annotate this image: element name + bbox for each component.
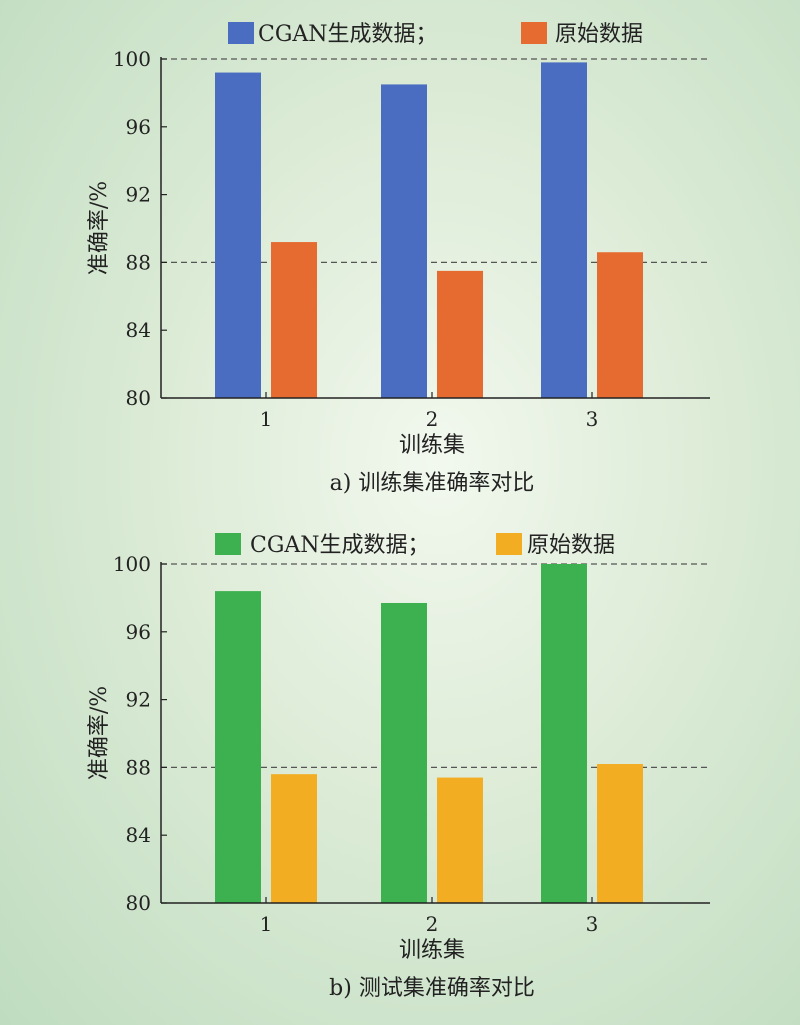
chart-a: CGAN生成数据； 原始数据 80 84 88 92 96 100 1 2 3 准确率/% 训练… <box>87 22 710 496</box>
chart-b-y-tick-label: 84 <box>126 823 151 847</box>
chart-b-plot: 80 84 88 92 96 100 1 2 3 <box>113 552 710 936</box>
chart-b-legend-swatch-1 <box>215 533 241 555</box>
chart-a-y-tick-label: 88 <box>126 250 151 274</box>
chart-b-bar-s2-c2 <box>437 777 483 903</box>
chart-a-legend-swatch-1 <box>228 22 254 44</box>
chart-b-y-tick-label: 88 <box>126 755 151 779</box>
chart-b-ylabel: 准确率/% <box>87 686 112 780</box>
chart-b: CGAN生成数据； 原始数据 80 84 88 92 96 100 1 2 3 准确率/% 训练… <box>87 533 710 1001</box>
chart-b-legend-label-1: CGAN生成数据； <box>250 533 430 558</box>
chart-b-y-tick-label: 92 <box>126 688 151 712</box>
chart-b-x-tick-label: 3 <box>586 912 599 936</box>
chart-b-bar-s2-c3 <box>597 764 643 903</box>
chart-b-x-tick-label: 1 <box>260 912 273 936</box>
chart-a-bar-s2-c2 <box>437 270 483 398</box>
chart-b-bar-s1-c3 <box>541 564 587 903</box>
chart-a-y-tick-label: 84 <box>126 318 151 342</box>
chart-b-y-tick-label: 96 <box>126 620 151 644</box>
chart-a-caption: a) 训练集准确率对比 <box>330 471 535 496</box>
chart-a-bar-s1-c2 <box>381 84 427 399</box>
chart-b-legend-label-2: 原始数据 <box>527 533 615 558</box>
chart-b-bar-s1-c2 <box>381 602 427 903</box>
chart-a-x-tick-label: 1 <box>260 407 273 431</box>
chart-b-caption: b) 测试集准确率对比 <box>329 976 535 1001</box>
chart-b-y-tick-label: 80 <box>126 891 151 915</box>
chart-a-xlabel: 训练集 <box>399 433 465 458</box>
chart-a-bar-s1-c1 <box>215 72 261 398</box>
chart-b-bar-s2-c1 <box>271 774 317 903</box>
chart-a-y-tick-label: 96 <box>126 115 151 139</box>
chart-b-x-tick-label: 2 <box>426 912 439 936</box>
chart-a-bar-s2-c1 <box>271 242 317 398</box>
chart-b-bar-s1-c1 <box>215 591 261 903</box>
chart-a-legend-label-1: CGAN生成数据； <box>258 22 438 47</box>
chart-a-legend-label-2: 原始数据 <box>555 22 643 47</box>
chart-a-legend-swatch-2 <box>521 22 547 44</box>
chart-a-y-tick-label: 100 <box>113 47 151 71</box>
chart-b-xlabel: 训练集 <box>399 938 465 963</box>
chart-a-bar-s2-c3 <box>597 252 643 398</box>
chart-a-bar-s1-c3 <box>541 62 587 398</box>
chart-a-y-tick-label: 80 <box>126 386 151 410</box>
chart-a-y-tick-label: 92 <box>126 183 151 207</box>
chart-a-x-tick-label: 3 <box>586 407 599 431</box>
chart-a-plot: 80 84 88 92 96 100 1 2 3 <box>113 47 710 431</box>
chart-a-ylabel: 准确率/% <box>87 181 112 275</box>
chart-a-x-tick-label: 2 <box>426 407 439 431</box>
chart-b-y-tick-label: 100 <box>113 552 151 576</box>
chart-b-legend-swatch-2 <box>496 533 522 555</box>
